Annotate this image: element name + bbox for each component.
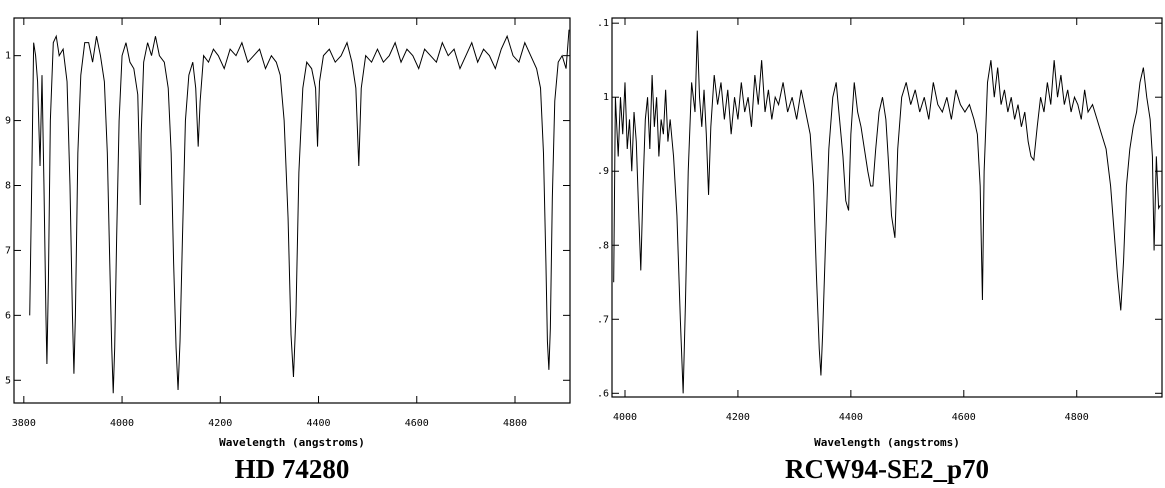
- x-tick-label: 4400: [839, 412, 863, 423]
- y-tick-label: 7: [5, 245, 11, 256]
- chart-title: RCW94-SE2_p70: [785, 454, 989, 484]
- spectrum-line: [613, 30, 1161, 394]
- spectrum-line: [29, 29, 570, 394]
- x-tick-label: 4200: [208, 418, 232, 429]
- y-tick-label: .8: [597, 240, 609, 251]
- y-tick-label: 1: [603, 92, 609, 103]
- y-tick-label: 1: [5, 51, 11, 62]
- x-tick-label: 4000: [110, 418, 134, 429]
- y-tick-label: 9: [5, 116, 11, 127]
- x-tick-label: 4600: [952, 412, 976, 423]
- x-tick-label: 4400: [306, 418, 330, 429]
- x-tick-label: 4200: [726, 412, 750, 423]
- x-tick-label: 4600: [405, 418, 429, 429]
- y-tick-label: 8: [5, 181, 11, 192]
- y-tick-label: 5: [5, 375, 11, 386]
- y-tick-label: .7: [597, 314, 609, 325]
- x-tick-label: 4000: [613, 412, 637, 423]
- y-tick-label: 6: [5, 310, 11, 321]
- y-tick-label: .1: [597, 18, 609, 29]
- plot-frame: [13, 17, 571, 404]
- chart-title: HD 74280: [235, 454, 350, 484]
- y-tick-label: .6: [597, 388, 609, 399]
- x-tick-label: 4800: [1065, 412, 1089, 423]
- x-axis-label: Wavelength (angstroms): [219, 436, 365, 449]
- y-tick-label: .9: [597, 166, 609, 177]
- x-tick-label: 3800: [12, 418, 36, 429]
- x-axis-label: Wavelength (angstroms): [814, 436, 960, 449]
- x-tick-label: 4800: [503, 418, 527, 429]
- plot-frame: [611, 17, 1163, 398]
